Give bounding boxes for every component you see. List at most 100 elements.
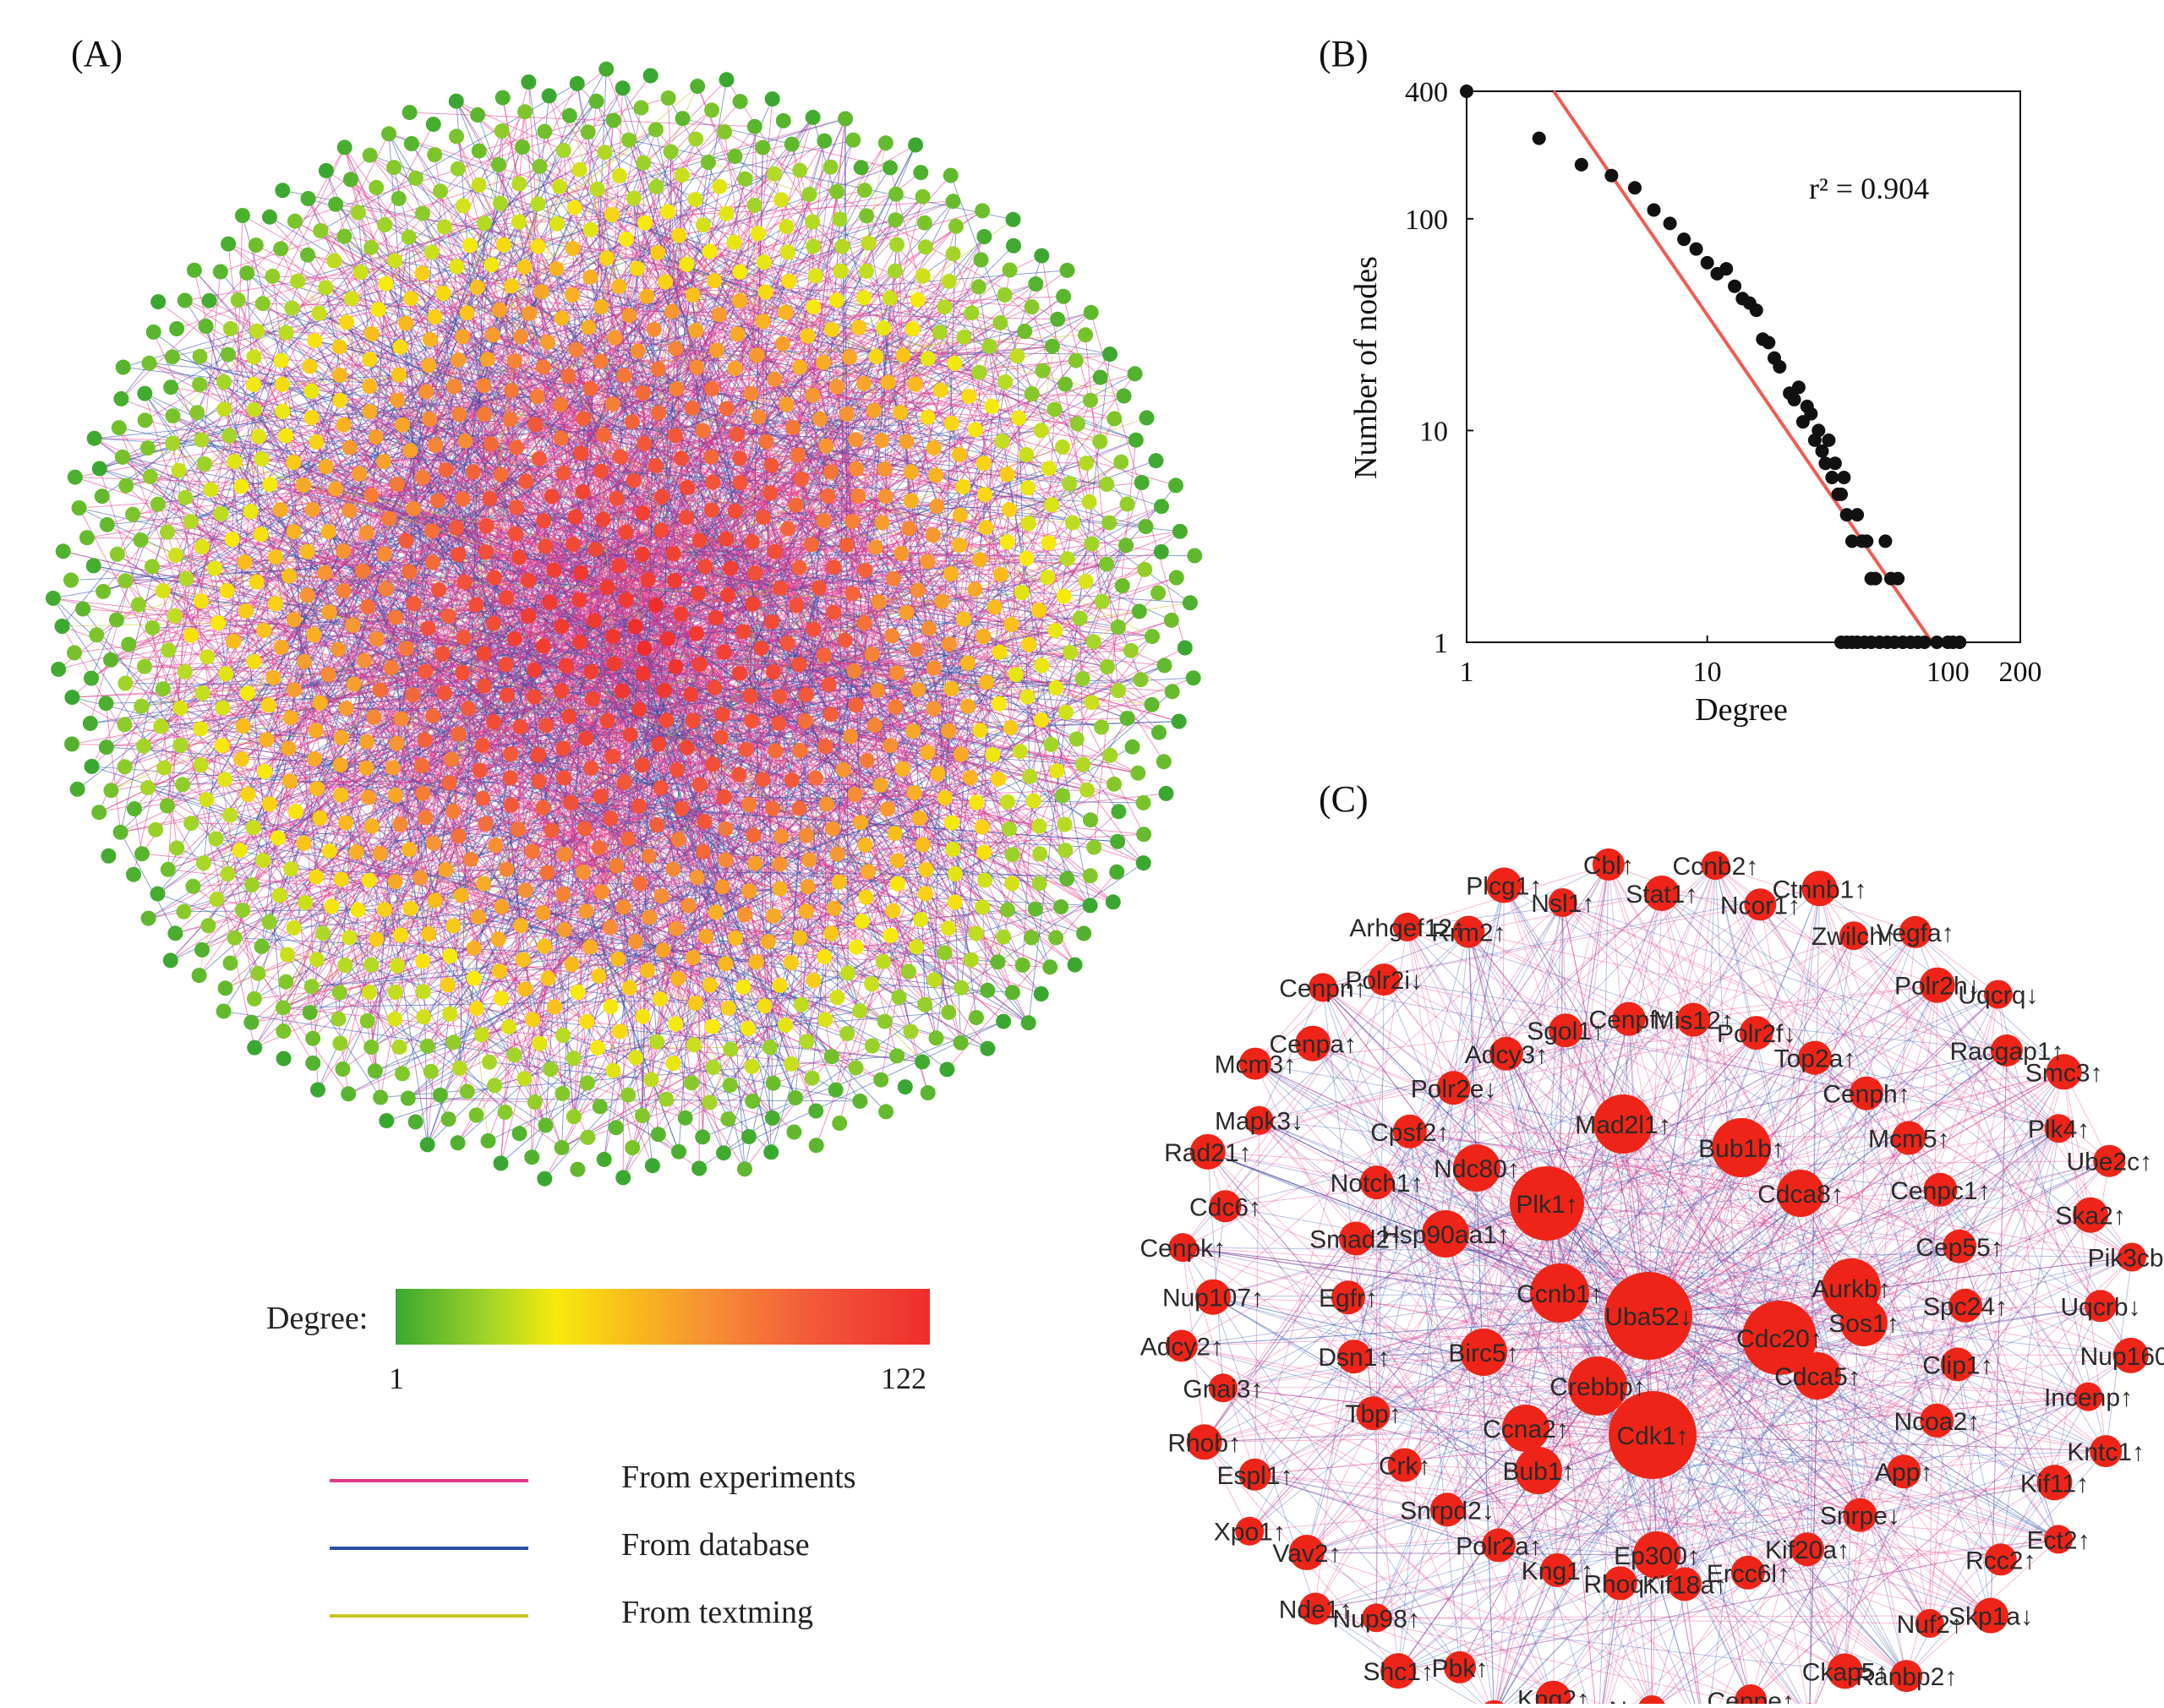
network-a-node	[515, 139, 530, 155]
network-a-node	[754, 641, 769, 656]
network-a-node	[653, 522, 669, 538]
network-a-node	[566, 537, 581, 552]
degree-max-label: 122	[881, 1361, 926, 1396]
network-a-node	[667, 573, 682, 588]
network-a-node	[842, 350, 857, 365]
network-a-node	[507, 353, 522, 368]
network-a-node	[985, 399, 1000, 414]
network-a-node	[845, 586, 861, 601]
network-a-node	[703, 450, 719, 465]
network-a-node	[246, 377, 261, 392]
network-a-node	[527, 417, 543, 432]
network-a-node	[635, 1108, 650, 1123]
network-a-node	[322, 604, 337, 619]
network-a-node	[362, 873, 377, 888]
network-a-node	[868, 540, 883, 555]
network-a-node	[1075, 671, 1090, 686]
network-a-node	[895, 761, 910, 777]
network-a-node	[705, 756, 720, 772]
data-point	[1460, 85, 1473, 98]
network-a-node	[309, 781, 325, 796]
network-a-node	[1099, 477, 1114, 492]
network-a-node	[1005, 847, 1020, 862]
network-a-node	[363, 1040, 379, 1055]
network-a-node	[609, 859, 625, 874]
network-a-node	[210, 892, 225, 907]
network-a-node	[51, 662, 66, 677]
network-a-node	[445, 919, 461, 934]
network-a-node	[792, 800, 807, 816]
network-a-node	[1075, 756, 1090, 772]
network-a-node	[1150, 586, 1166, 601]
network-a-node	[728, 930, 743, 946]
network-a-node	[334, 730, 349, 745]
network-a-node	[261, 697, 276, 712]
network-a-node	[805, 215, 820, 230]
network-a-node	[527, 663, 542, 678]
network-a-node	[756, 314, 771, 329]
network-a-node	[415, 786, 430, 801]
network-a-node	[95, 488, 110, 504]
network-a-node	[564, 957, 579, 972]
network-a-node	[686, 950, 701, 965]
network-a-node	[776, 113, 791, 128]
network-a-node	[140, 440, 156, 456]
network-a-node	[166, 408, 181, 423]
network-a-node	[651, 406, 666, 421]
network-a-node	[522, 306, 537, 321]
network-a-node	[583, 381, 598, 396]
network-a-node	[920, 745, 935, 760]
network-a-node	[766, 1076, 781, 1091]
y-tick-label: 100	[1405, 205, 1448, 236]
network-a-node	[762, 486, 778, 501]
network-a-node	[1085, 695, 1100, 710]
network-a-node	[824, 1049, 839, 1064]
network-a-node	[189, 405, 205, 420]
network-a-node	[717, 789, 732, 805]
network-a-node	[547, 563, 562, 578]
network-a-node	[1145, 629, 1160, 644]
network-a-node	[407, 596, 422, 611]
network-a-node	[623, 727, 638, 742]
network-a-node	[1094, 719, 1109, 734]
network-a-node	[910, 292, 926, 308]
network-a-node	[858, 563, 873, 578]
network-a-node	[926, 527, 941, 543]
network-a-node	[565, 287, 580, 303]
network-a-node	[660, 204, 675, 219]
network-a-node	[751, 226, 766, 241]
network-a-node	[303, 1005, 318, 1020]
data-point	[1869, 572, 1883, 586]
network-a-node	[150, 497, 166, 512]
network-a-node	[257, 764, 272, 779]
data-point	[1533, 132, 1546, 145]
network-a-node	[1128, 366, 1143, 381]
network-a-node	[888, 264, 903, 279]
network-a-node	[1003, 263, 1018, 278]
network-a-node	[390, 393, 405, 408]
legend-row-database: From database	[330, 1531, 921, 1565]
network-a-node	[1128, 433, 1144, 448]
network-a-node	[1102, 748, 1118, 763]
network-a-node	[531, 747, 546, 762]
network-a-node	[691, 1161, 707, 1176]
network-a-node	[460, 1084, 475, 1100]
network-a-node	[449, 94, 464, 109]
network-a-node	[103, 652, 118, 668]
network-a-node	[907, 785, 922, 800]
network-a-node	[317, 565, 332, 581]
network-a-node	[305, 1056, 320, 1071]
network-a-node	[764, 458, 779, 473]
network-a-node	[1002, 821, 1017, 837]
network-a-node	[848, 432, 863, 447]
network-a-node	[243, 1015, 259, 1030]
network-a-node	[670, 971, 686, 986]
network-a-node	[351, 205, 366, 221]
network-a-node	[660, 631, 675, 647]
network-a-node	[1048, 930, 1063, 946]
network-a-node	[817, 739, 833, 754]
network-a-node	[854, 160, 869, 175]
network-a-node	[746, 827, 761, 843]
network-a-node	[910, 682, 926, 697]
network-a-node	[696, 217, 711, 232]
